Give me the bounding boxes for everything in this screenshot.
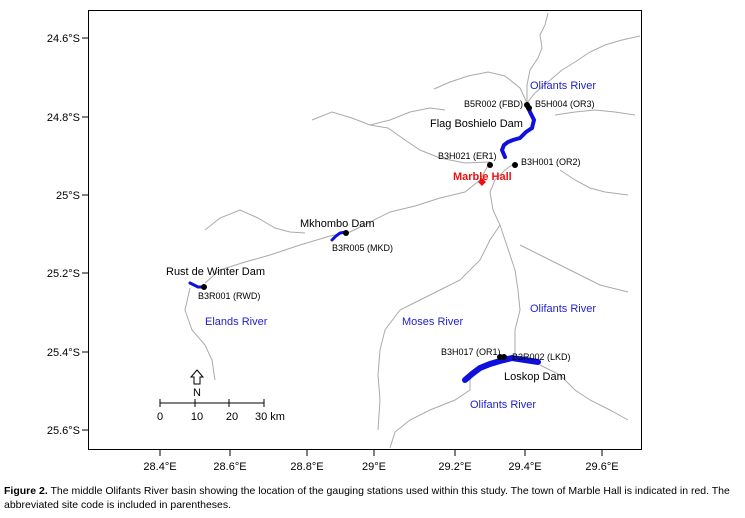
station-point-b5h004 xyxy=(526,105,532,111)
axis-ticks xyxy=(82,37,603,456)
x-tick-label: 28.6°E xyxy=(213,461,246,473)
river-label-olifants-bottom: Olifants River xyxy=(470,399,536,411)
moses-river xyxy=(377,224,501,431)
station-label-b3r002: B3R002 (LKD) xyxy=(512,352,571,362)
station-point-b3h001 xyxy=(512,162,518,168)
station-label-b3h001: B3H001 (OR2) xyxy=(521,157,581,167)
scale-label: 10 xyxy=(191,411,203,423)
x-tick-label: 28.4°E xyxy=(143,461,176,473)
flag-boshielo-dam-shape xyxy=(499,103,537,159)
dam-label-flag-boshielo: Flag Boshielo Dam xyxy=(430,118,523,130)
dam-label-rust-de-winter: Rust de Winter Dam xyxy=(166,266,265,278)
figure-caption: Figure 2. The middle Olifants River basi… xyxy=(4,484,741,512)
river-label-olifants-top: Olifants River xyxy=(530,80,596,92)
scale-label: 30 km xyxy=(255,411,285,423)
station-point-b3r005 xyxy=(343,230,349,236)
olifants-river-north xyxy=(526,35,641,104)
x-tick-label: 29°E xyxy=(362,461,386,473)
dam-label-loskop: Loskop Dam xyxy=(504,371,566,383)
olifants-main-south xyxy=(489,162,521,355)
y-tick-label: 25°S xyxy=(56,190,80,202)
elands-river-lower xyxy=(184,287,216,381)
tributary-mkhombo-north xyxy=(204,209,306,234)
x-tick-label: 29.4°E xyxy=(508,461,541,473)
station-label-b3r001: B3R001 (RWD) xyxy=(198,291,260,301)
tributary-northeast xyxy=(554,109,636,116)
tributary-southeast xyxy=(559,169,629,196)
y-tick-label: 25.6°S xyxy=(47,425,80,437)
station-label-b5r002: B5R002 (FBD) xyxy=(464,99,523,109)
olifants-river-south xyxy=(389,375,471,449)
station-point-b3r002 xyxy=(501,354,507,360)
y-tick-label: 25.2°S xyxy=(47,268,80,280)
tributary-east xyxy=(519,244,629,293)
olifants-upper-branch xyxy=(526,12,549,103)
x-tick-label: 28.8°E xyxy=(290,461,323,473)
map-frame xyxy=(88,10,642,450)
river-label-elands: Elands River xyxy=(205,316,268,328)
mkhombo-dam-shape xyxy=(330,230,348,242)
station-point-b3h021 xyxy=(487,162,493,168)
north-label: N xyxy=(193,387,201,399)
elands-river-main xyxy=(204,161,491,284)
tributary-to-b3h021 xyxy=(369,107,446,126)
tributary-northwest xyxy=(433,71,528,104)
dam-label-mkhombo: Mkhombo Dam xyxy=(300,218,375,230)
river-label-olifants-mid: Olifants River xyxy=(530,303,596,315)
dams xyxy=(188,103,541,383)
river-network xyxy=(184,12,641,449)
x-tick-label: 29.6°E xyxy=(585,461,618,473)
tributary-far-east xyxy=(539,364,629,421)
scale-label: 20 xyxy=(226,411,238,423)
north-arrow-icon xyxy=(189,369,205,385)
station-point-b3r001 xyxy=(201,284,207,290)
river-label-moses: Moses River xyxy=(402,316,463,328)
y-tick-label: 24.8°S xyxy=(47,112,80,124)
stations xyxy=(201,102,532,360)
station-label-b3h017: B3H017 (OR1) xyxy=(441,347,501,357)
town-label-marble-hall: Marble Hall xyxy=(453,171,512,183)
station-label-b3h021: B3H021 (ER1) xyxy=(438,151,497,161)
caption-text: The middle Olifants River basin showing … xyxy=(4,485,730,511)
marble-hall-marker xyxy=(478,178,486,186)
y-tick-label: 24.6°S xyxy=(47,33,80,45)
station-label-b5h004: B5H004 (OR3) xyxy=(535,99,595,109)
scale-bar xyxy=(159,399,265,407)
station-label-b3r005: B3R005 (MKD) xyxy=(332,243,393,253)
y-tick-label: 25.4°S xyxy=(47,347,80,359)
scale-label: 0 xyxy=(157,411,163,423)
loskop-dam-shape xyxy=(462,354,541,383)
caption-label: Figure 2. xyxy=(4,485,48,497)
tributary-west xyxy=(311,111,491,164)
rust-de-winter-dam-shape xyxy=(188,281,205,289)
x-tick-label: 29.2°E xyxy=(438,461,471,473)
